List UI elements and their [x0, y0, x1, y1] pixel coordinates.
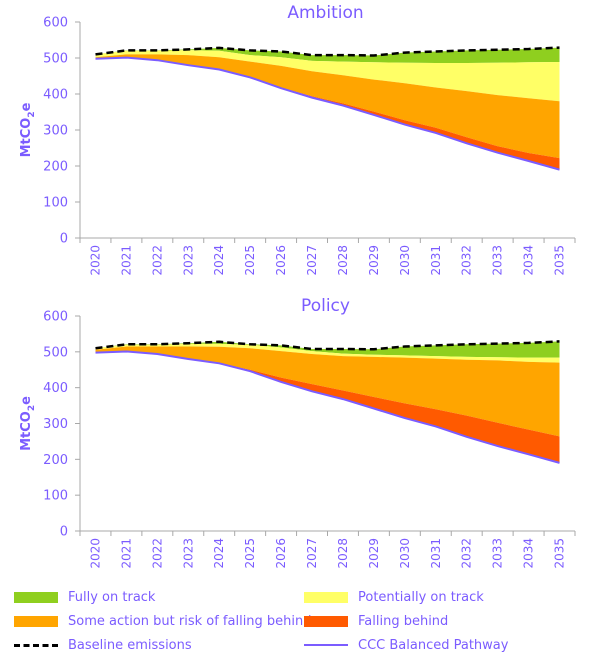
x-tick-label: 2030	[398, 538, 412, 569]
y-axis-label-subscript: 2	[27, 111, 37, 117]
x-tick-label: 2027	[305, 538, 319, 569]
legend-swatch-falling-behind	[304, 615, 348, 627]
legend-item-falling-behind: Falling behind	[304, 611, 448, 631]
chart-ambition: Ambition 0 100 200 300 400 500 600 MtCO2e 2020 202…	[19, 3, 576, 276]
legend: Fully on track Potentially on track Some…	[0, 580, 596, 662]
y-axis-label-part: e	[19, 396, 34, 405]
x-tick-label: 2022	[150, 245, 164, 276]
x-tick-label: 2028	[336, 245, 350, 276]
x-tick-label: 2022	[150, 538, 164, 569]
x-tick-label: 2031	[429, 245, 443, 276]
y-tick-label: 100	[43, 196, 68, 211]
pathway-line	[95, 56, 560, 171]
y-tick-label: 400	[43, 88, 68, 103]
x-tick-label: 2030	[398, 245, 412, 276]
legend-item-potentially-on-track: Potentially on track	[304, 587, 484, 607]
legend-label-fully-on-track: Fully on track	[68, 589, 156, 605]
x-tick-label: 2020	[88, 538, 102, 569]
baseline-line	[95, 340, 560, 351]
y-tick-label: 0	[60, 525, 68, 540]
y-tick-label: 300	[43, 124, 68, 139]
legend-label-potentially-on-track: Potentially on track	[358, 589, 484, 605]
y-tick-label: 200	[43, 453, 68, 468]
chart-policy: Policy 0 100 200 300 400 500 600 MtCO2e 2020 2021 2…	[19, 296, 576, 569]
x-tick-label: 2034	[522, 538, 536, 569]
x-tick-label: 2024	[212, 245, 226, 276]
x-tick-label: 2021	[119, 538, 133, 569]
y-tick-label: 400	[43, 381, 68, 396]
legend-item-fully-on-track: Fully on track	[14, 587, 155, 607]
legend-swatch-baseline	[14, 643, 58, 647]
chart-title: Ambition	[287, 3, 363, 23]
x-tick-label: 2023	[181, 538, 195, 569]
x-tick-label: 2029	[367, 538, 381, 569]
legend-swatch-some-action	[14, 615, 58, 627]
area-potentially-on-track	[95, 343, 560, 363]
legend-swatch-potentially-on-track	[304, 591, 348, 603]
y-tick-label: 500	[43, 52, 68, 67]
area-some-action	[95, 346, 560, 437]
legend-item-some-action: Some action but risk of falling behind	[14, 611, 312, 631]
y-tick-label: 200	[43, 160, 68, 175]
x-tick-label: 2033	[491, 538, 505, 569]
x-tick-label: 2027	[305, 245, 319, 276]
x-tick-label: 2029	[367, 245, 381, 276]
x-tick-label: 2028	[336, 538, 350, 569]
x-tick-label: 2032	[460, 245, 474, 276]
y-axis-label-part: MtCO	[19, 118, 34, 158]
x-tick-label: 2026	[274, 245, 288, 276]
x-tick-label: 2035	[553, 245, 567, 276]
x-tick-label: 2025	[243, 538, 257, 569]
legend-label-baseline: Baseline emissions	[68, 637, 192, 653]
legend-label-falling-behind: Falling behind	[358, 613, 449, 629]
baseline-line	[95, 46, 560, 57]
legend-item-baseline: Baseline emissions	[14, 635, 192, 655]
y-tick-label: 0	[60, 232, 68, 247]
legend-label-pathway: CCC Balanced Pathway	[358, 637, 509, 653]
y-axis-label: MtCO2e	[19, 102, 37, 157]
area-some-action	[95, 54, 560, 159]
y-axis-label-part: MtCO	[19, 411, 34, 451]
x-tick-label: 2026	[274, 538, 288, 569]
y-tick-label: 100	[43, 489, 68, 504]
legend-swatch-fully-on-track	[14, 591, 58, 603]
y-tick-label: 300	[43, 417, 68, 432]
y-axis-label-subscript: 2	[27, 405, 37, 411]
x-tick-label: 2020	[88, 245, 102, 276]
x-tick-label: 2035	[553, 538, 567, 569]
y-tick-label: 500	[43, 345, 68, 360]
x-tick-label: 2024	[212, 538, 226, 569]
x-tick-label: 2023	[181, 245, 195, 276]
x-tick-label: 2031	[429, 538, 443, 569]
pathway-line	[95, 350, 560, 464]
legend-item-pathway: CCC Balanced Pathway	[304, 635, 508, 655]
area-potentially-on-track	[95, 50, 560, 102]
legend-label-some-action: Some action but risk of falling behind	[68, 613, 312, 629]
y-tick-label: 600	[43, 16, 68, 31]
chart-title: Policy	[301, 296, 350, 316]
x-tick-label: 2033	[491, 245, 505, 276]
x-tick-label: 2025	[243, 245, 257, 276]
x-tick-label: 2034	[522, 245, 536, 276]
x-tick-label: 2021	[119, 245, 133, 276]
legend-swatch-pathway	[304, 644, 348, 646]
y-axis-label: MtCO2e	[19, 396, 37, 451]
y-tick-label: 600	[43, 310, 68, 325]
y-axis-label-part: e	[19, 102, 34, 111]
x-tick-label: 2032	[460, 538, 474, 569]
